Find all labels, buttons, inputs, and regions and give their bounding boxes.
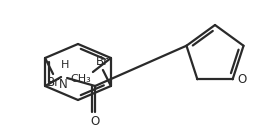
Text: N: N [59,78,68,91]
Text: Br: Br [46,76,60,89]
Text: O: O [90,115,100,128]
Text: CH₃: CH₃ [70,74,91,84]
Text: O: O [238,73,247,86]
Text: Br: Br [96,55,110,68]
Text: H: H [61,60,69,70]
